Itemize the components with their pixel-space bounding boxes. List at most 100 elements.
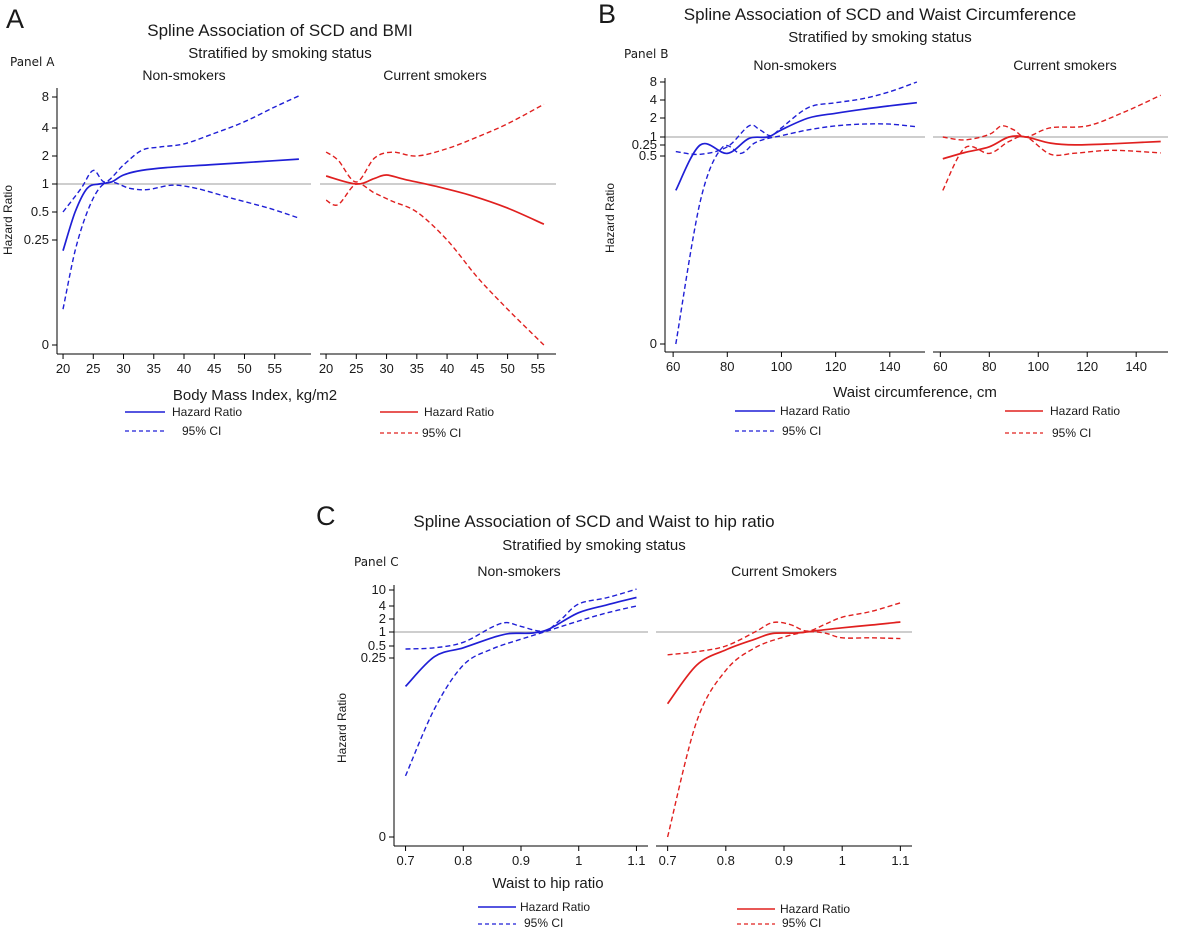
x-tick-label: 45 bbox=[207, 361, 221, 376]
x-tick-label: 0.7 bbox=[397, 853, 415, 868]
y-tick-label: 4 bbox=[650, 92, 657, 107]
legend-hr-label: Hazard Ratio bbox=[1050, 404, 1120, 418]
series-hazard-ratio bbox=[404, 596, 637, 688]
panel-a-title: Spline Association of SCD and BMI bbox=[147, 21, 413, 40]
series-95-ci-lower bbox=[325, 183, 545, 346]
panel-b-legend-smokers: Hazard Ratio 95% CI bbox=[1005, 404, 1120, 440]
plot-panel-a: Non-smokers 20 25 30 35 40 45 50 55 0 0.25 0.5 1 2 4 8 C… bbox=[24, 67, 556, 376]
series-95-ci-lower bbox=[675, 123, 917, 345]
subplot-current-smokers: Current smokers 20 25 30 35 40 45 50 55 bbox=[319, 67, 556, 376]
x-tick-label: 40 bbox=[440, 361, 454, 376]
x-tick-label: 100 bbox=[771, 359, 793, 374]
x-tick-label: 40 bbox=[177, 361, 191, 376]
panel-c-legend-smokers: Hazard Ratio 95% CI bbox=[737, 902, 850, 930]
series-95-ci-lower bbox=[62, 181, 300, 310]
x-tick-label: 35 bbox=[410, 361, 424, 376]
legend-ci-label: 95% CI bbox=[182, 424, 221, 438]
panel-b-xlabel: Waist circumference, cm bbox=[833, 384, 997, 401]
y-tick-label: 1 bbox=[650, 129, 657, 144]
panel-a-ylabel: Hazard Ratio bbox=[1, 185, 15, 255]
legend-ci-label: 95% CI bbox=[1052, 426, 1091, 440]
panel-a-subtitle: Stratified by smoking status bbox=[188, 45, 371, 62]
x-tick-label: 120 bbox=[1076, 359, 1098, 374]
x-tick-label: 55 bbox=[531, 361, 545, 376]
legend-ci-label: 95% CI bbox=[782, 424, 821, 438]
panel-c-legend-nonsmokers: Hazard Ratio 95% CI bbox=[478, 900, 590, 930]
subplot-title: Current smokers bbox=[383, 67, 486, 83]
legend-hr-label: Hazard Ratio bbox=[780, 902, 850, 916]
y-tick-label: 0 bbox=[42, 337, 49, 352]
y-tick-label: 1 bbox=[379, 624, 386, 639]
y-tick-label: 0 bbox=[379, 829, 386, 844]
y-tick-label: 0.5 bbox=[639, 148, 657, 163]
series-95-ci-upper bbox=[675, 81, 918, 156]
x-tick-label: 0.9 bbox=[775, 853, 793, 868]
x-tick-label: 30 bbox=[379, 361, 393, 376]
series-95-ci-upper bbox=[942, 94, 1161, 141]
series-hazard-ratio bbox=[325, 174, 545, 225]
subplot-title: Non-smokers bbox=[477, 563, 560, 579]
panel-b-ylabel: Hazard Ratio bbox=[603, 183, 617, 253]
panel-b-label: Panel B bbox=[624, 47, 668, 61]
y-tick-label: 4 bbox=[379, 598, 386, 613]
panel-c-label: Panel C bbox=[354, 555, 399, 569]
legend-hr-label: Hazard Ratio bbox=[172, 405, 242, 419]
subplot-current-smokers: Current smokers 60 80 100 120 140 bbox=[933, 57, 1168, 374]
subplot-title: Non-smokers bbox=[142, 67, 225, 83]
legend-ci-label: 95% CI bbox=[422, 426, 461, 440]
x-tick-label: 60 bbox=[933, 359, 947, 374]
panel-a-label: Panel A bbox=[10, 55, 55, 69]
x-tick-label: 60 bbox=[666, 359, 680, 374]
x-tick-label: 30 bbox=[116, 361, 130, 376]
series-95-ci-upper bbox=[405, 588, 637, 650]
x-tick-label: 50 bbox=[237, 361, 251, 376]
y-tick-label: 0.5 bbox=[31, 204, 49, 219]
y-tick-label: 2 bbox=[42, 148, 49, 163]
y-tick-label: 0 bbox=[650, 336, 657, 351]
legend-hr-label: Hazard Ratio bbox=[424, 405, 494, 419]
x-tick-label: 0.7 bbox=[659, 853, 677, 868]
panel-b-title: Spline Association of SCD and Waist Circ… bbox=[684, 5, 1076, 24]
y-tick-label: 8 bbox=[650, 74, 657, 89]
y-tick-label: 0.25 bbox=[361, 650, 386, 665]
panel-b: B Spline Association of SCD and Waist Ci… bbox=[598, 0, 1120, 440]
panel-c: C Spline Association of SCD and Waist to… bbox=[316, 501, 850, 930]
legend-hr-label: Hazard Ratio bbox=[520, 900, 590, 914]
panel-a-xlabel: Body Mass Index, kg/m2 bbox=[173, 387, 337, 404]
x-tick-label: 80 bbox=[982, 359, 996, 374]
x-tick-label: 140 bbox=[879, 359, 901, 374]
x-tick-label: 120 bbox=[825, 359, 847, 374]
x-tick-label: 80 bbox=[720, 359, 734, 374]
x-tick-label: 100 bbox=[1027, 359, 1049, 374]
series-hazard-ratio bbox=[62, 158, 299, 251]
x-tick-label: 140 bbox=[1125, 359, 1147, 374]
series-95-ci-lower bbox=[942, 135, 1161, 191]
plot-panel-b: Non-smokers 60 80 100 120 140 0 0.250.5 1 2 4 8 Curr… bbox=[632, 57, 1168, 374]
legend-ci-label: 95% CI bbox=[524, 916, 563, 930]
x-tick-label: 20 bbox=[56, 361, 70, 376]
y-tick-label: 8 bbox=[42, 89, 49, 104]
x-tick-label: 45 bbox=[470, 361, 484, 376]
x-tick-label: 25 bbox=[86, 361, 100, 376]
y-tick-label: 0.25 bbox=[632, 137, 657, 152]
panel-a: A Spline Association of SCD and BMI Stra… bbox=[1, 4, 494, 440]
series-95-ci-upper bbox=[62, 95, 300, 213]
series-95-ci-upper bbox=[667, 602, 901, 656]
y-tick-label: 1 bbox=[42, 176, 49, 191]
x-tick-label: 25 bbox=[349, 361, 363, 376]
subplot-title: Current Smokers bbox=[731, 563, 837, 579]
x-tick-label: 55 bbox=[267, 361, 281, 376]
x-tick-label: 1 bbox=[839, 853, 846, 868]
x-tick-label: 50 bbox=[500, 361, 514, 376]
subplot-current-smokers: Current Smokers 0.7 0.8 0.9 1 1.1 bbox=[656, 563, 912, 868]
panel-letter-a: A bbox=[6, 4, 24, 34]
x-tick-label: 0.9 bbox=[512, 853, 530, 868]
y-tick-label: 4 bbox=[42, 120, 49, 135]
panel-a-legend-nonsmokers: Hazard Ratio 95% CI bbox=[125, 405, 242, 438]
x-tick-label: 20 bbox=[319, 361, 333, 376]
panel-b-subtitle: Stratified by smoking status bbox=[788, 29, 971, 46]
legend-hr-label: Hazard Ratio bbox=[780, 404, 850, 418]
